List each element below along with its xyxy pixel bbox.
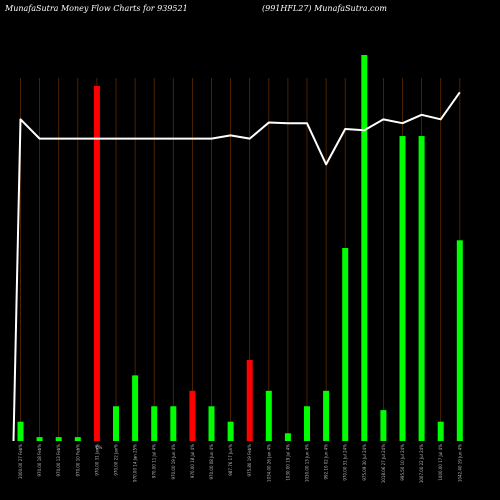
tick-label: 970.00 10 Feb% [75, 444, 80, 477]
tick-label: 992.10 02 Jun 4% [324, 444, 329, 480]
bar [456, 240, 463, 441]
tick-label: 1018.06 27 Jul 24% [381, 444, 386, 483]
bar [342, 248, 349, 441]
bar [399, 136, 406, 441]
flow-line [12, 91, 461, 442]
tick-label: 987.76 17 Jun% [228, 444, 233, 476]
tick-label: 975.80 19 Feb% [247, 444, 252, 477]
bar [284, 433, 291, 441]
tick-label: 970.00 18 Jul 4% [190, 444, 195, 478]
bar [208, 406, 215, 441]
bar [189, 390, 196, 441]
tick-label: 1007.00 22 Jul 24% [419, 444, 424, 483]
bar [304, 406, 310, 441]
bar [170, 406, 177, 441]
tick-label: 970.00 19 Jun 4% [171, 444, 176, 480]
bars [17, 55, 463, 441]
tick-label: 1042.40 19 Jun 4% [457, 444, 462, 482]
tick-label: 995.50 10 Jul 24% [400, 444, 405, 481]
bar [151, 406, 158, 441]
chart-subtitle: (991HFL27) MunafaSutra.com [262, 4, 387, 13]
bar [55, 437, 62, 441]
tick-label: 970.00 13 Feb% [56, 444, 61, 477]
tick-label: 1000.00 27 Feb% [18, 444, 23, 479]
tick-label: 970.00 31 Jul 24% [343, 444, 348, 481]
bar [132, 375, 139, 441]
bar [17, 421, 24, 441]
bar [227, 421, 234, 441]
bar [361, 55, 368, 441]
tick-label: 970.00 08 Jun 4% [209, 444, 214, 480]
bar [93, 85, 100, 441]
chart-title: MunafaSutra Money Flow Charts for 939521 [4, 4, 188, 13]
tick-labels: 1000.00 27 Feb% 970.00 18 Feb% 970.00 13 F… [18, 444, 462, 483]
bar [246, 359, 253, 441]
flow-line-group [12, 91, 461, 442]
tick-label: 1000.00 17 Jul 4% [438, 444, 443, 481]
bar [437, 421, 444, 441]
zero-label: 0% [96, 445, 103, 450]
tick-label: 975.09 30 Jul 24% [362, 444, 367, 481]
tick-label: 970.00 31 Jan% [94, 444, 99, 476]
bar [113, 406, 119, 441]
bar [36, 437, 43, 441]
bar [323, 390, 330, 441]
bar [265, 390, 272, 441]
tick-label: 970.00 11 Jul 4% [152, 444, 157, 478]
tick-label: 1034.00 26 Jan 4% [266, 444, 271, 482]
tick-label: 1030.00 19 Jul 4% [285, 444, 290, 481]
tick-label: 970.00 22 Jan% [114, 444, 119, 476]
bar [74, 437, 81, 441]
tick-label: 970.00 18 Feb% [37, 444, 42, 477]
tick-label: 1030.00 13 Jun 4% [305, 444, 310, 482]
bar [418, 136, 425, 441]
tick-label: 970.00 14 Jan 25% [133, 444, 138, 482]
bar [380, 410, 387, 441]
